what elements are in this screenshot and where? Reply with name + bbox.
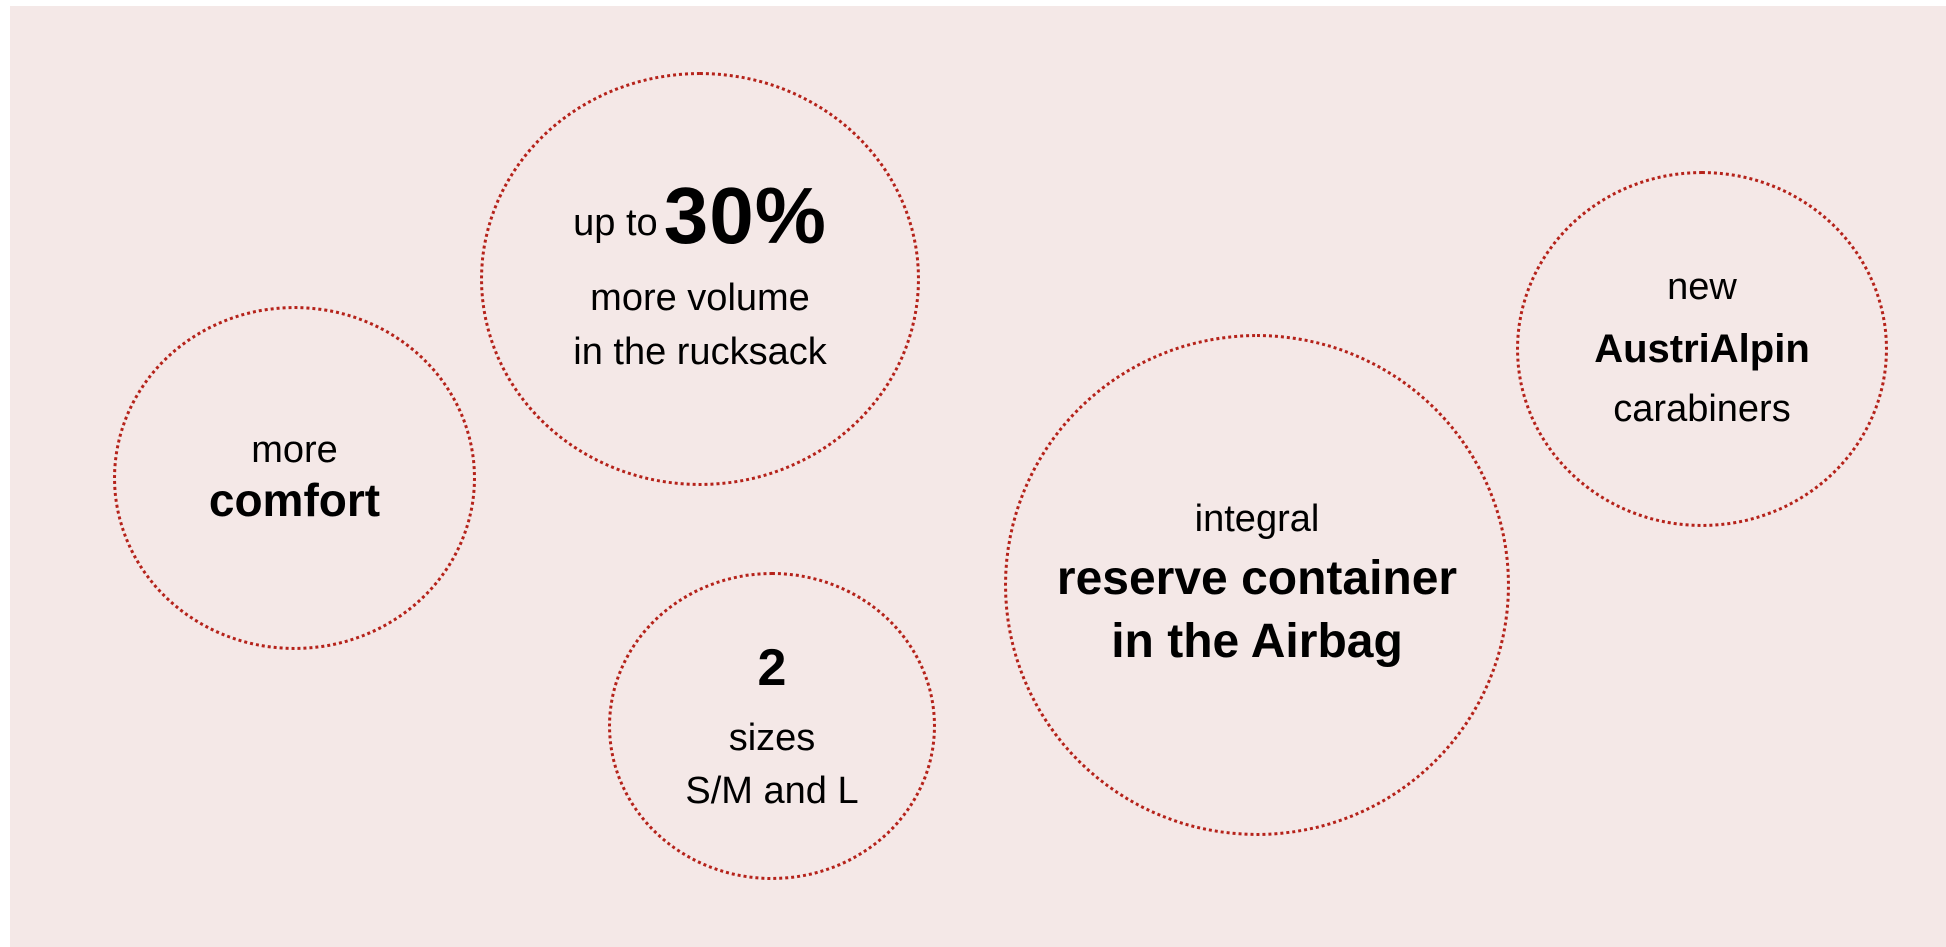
carabiners-line1: new xyxy=(1667,266,1737,309)
comfort-line1: more xyxy=(251,428,338,471)
reserve-line2: reserve container xyxy=(1056,552,1458,606)
feature-panel: up to30% more volume in the rucksack mor… xyxy=(10,6,1946,947)
carabiners-line3: carabiners xyxy=(1613,388,1791,430)
sizes-value: 2 xyxy=(757,639,787,698)
sizes-line3: S/M and L xyxy=(685,770,859,813)
volume-line3: in the rucksack xyxy=(573,331,827,373)
reserve-line3: in the Airbag xyxy=(1111,614,1403,668)
sizes-line2: sizes xyxy=(728,716,816,759)
reserve-line1: integral xyxy=(1194,497,1320,540)
volume-value: 30% xyxy=(663,171,827,261)
comfort-line2: comfort xyxy=(208,474,381,527)
sizes-bubble: 2 sizes S/M and L xyxy=(608,572,936,880)
volume-bubble: up to30% more volume in the rucksack xyxy=(480,72,920,486)
carabiners-bubble: new AustriAlpin carabiners xyxy=(1516,171,1888,527)
volume-headline: up to30% xyxy=(573,168,827,264)
carabiners-line2: AustriAlpin xyxy=(1594,327,1810,371)
volume-line2: more volume xyxy=(590,277,810,320)
reserve-bubble: integral reserve container in the Airbag xyxy=(1004,334,1510,836)
comfort-bubble: more comfort xyxy=(113,306,476,650)
volume-prefix: up to xyxy=(573,202,658,245)
